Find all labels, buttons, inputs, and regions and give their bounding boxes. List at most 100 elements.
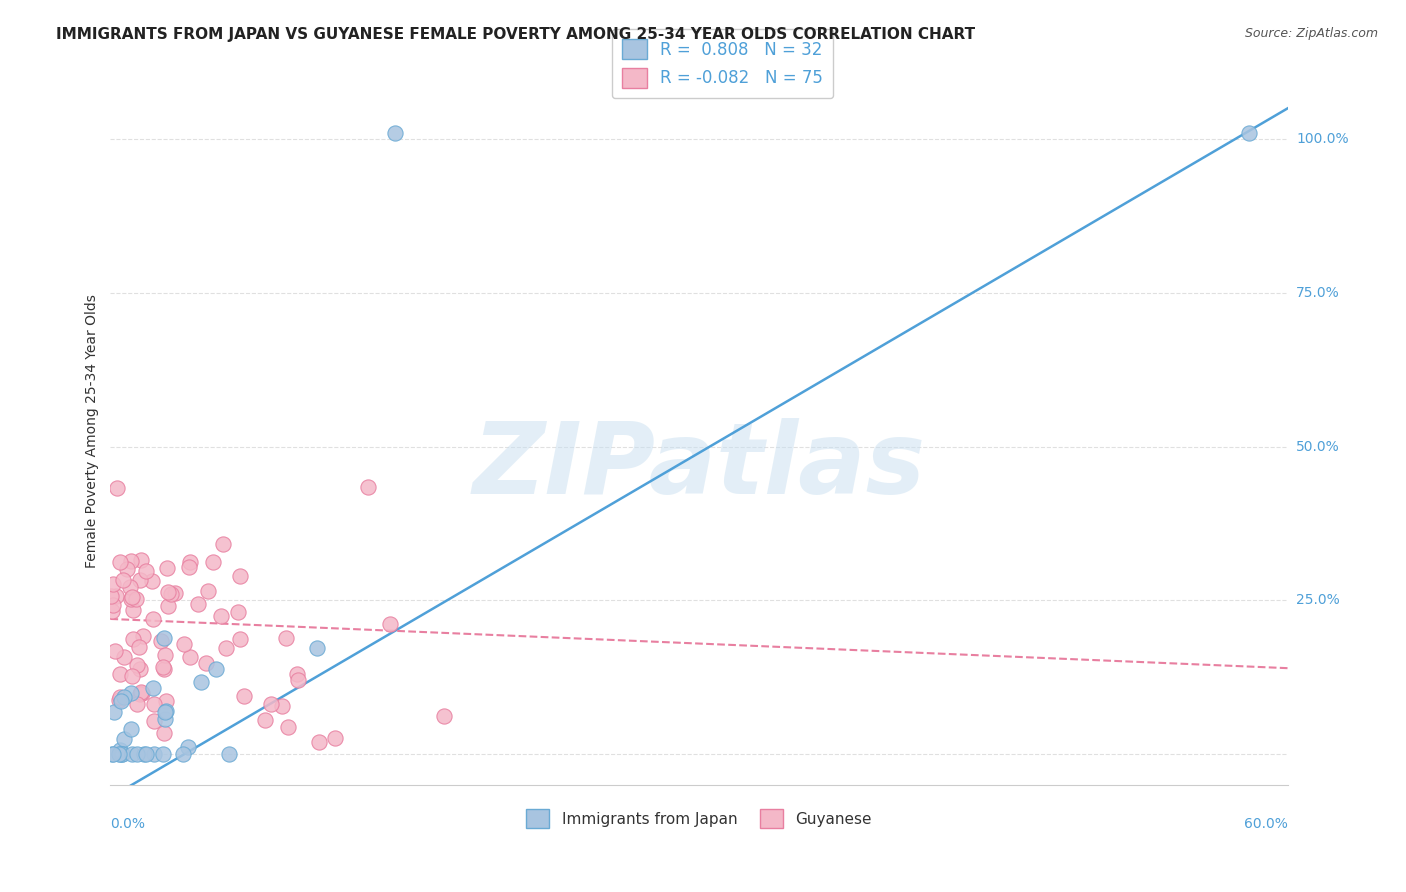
Point [287, 673, 309, 688]
Point [108, 693, 131, 707]
Text: 25.0%: 25.0% [1296, 593, 1340, 607]
Point [285, 667, 308, 681]
Point [165, 586, 187, 600]
Point [153, 725, 176, 739]
Point [153, 631, 176, 645]
Text: IMMIGRANTS FROM JAPAN VS GUYANESE FEMALE POVERTY AMONG 25-34 YEAR OLDS CORRELATI: IMMIGRANTS FROM JAPAN VS GUYANESE FEMALE… [56, 27, 976, 42]
Text: 100.0%: 100.0% [1296, 132, 1348, 146]
Point [156, 585, 179, 599]
Point [179, 555, 201, 569]
Point [112, 690, 135, 705]
Point [187, 597, 209, 611]
Point [111, 747, 134, 762]
Point [120, 580, 142, 594]
Point [121, 669, 143, 683]
Point [226, 605, 249, 619]
Point [384, 126, 406, 140]
Point [129, 574, 152, 588]
Point [135, 747, 157, 762]
Point [121, 590, 143, 604]
Point [129, 685, 152, 699]
Point [179, 650, 201, 665]
Point [115, 562, 138, 576]
Point [128, 687, 150, 701]
Point [110, 694, 132, 708]
Point [202, 555, 225, 569]
Point [197, 584, 219, 599]
Point [270, 698, 292, 713]
Point [110, 743, 132, 757]
Point [108, 747, 131, 762]
Point [173, 637, 195, 651]
Point [131, 686, 153, 700]
Point [103, 576, 125, 591]
Point [132, 629, 155, 643]
Point [142, 612, 165, 626]
Point [380, 616, 402, 631]
Point [211, 537, 233, 551]
Point [157, 599, 180, 614]
Point [129, 662, 152, 676]
Point [153, 662, 176, 676]
Point [127, 657, 149, 672]
Point [277, 720, 299, 734]
Text: 75.0%: 75.0% [1296, 285, 1340, 300]
Point [120, 553, 142, 567]
Point [254, 714, 277, 728]
Point [128, 640, 150, 654]
Point [112, 649, 135, 664]
Text: Source: ZipAtlas.com: Source: ZipAtlas.com [1244, 27, 1378, 40]
Point [135, 564, 157, 578]
Point [155, 705, 177, 719]
Point [155, 704, 177, 718]
Point [357, 480, 380, 494]
Point [111, 573, 134, 587]
Point [149, 634, 172, 648]
Text: 60.0%: 60.0% [1244, 817, 1288, 831]
Point [108, 556, 131, 570]
Point [228, 632, 250, 646]
Point [104, 589, 127, 603]
Point [209, 609, 232, 624]
Point [177, 740, 200, 755]
Text: 50.0%: 50.0% [1296, 440, 1340, 454]
Point [105, 481, 128, 495]
Point [160, 587, 183, 601]
Point [120, 592, 142, 607]
Point [233, 689, 256, 703]
Point [432, 709, 454, 723]
Point [103, 747, 125, 762]
Point [153, 712, 176, 726]
Point [111, 747, 134, 762]
Point [155, 561, 177, 575]
Y-axis label: Female Poverty Among 25-34 Year Olds: Female Poverty Among 25-34 Year Olds [86, 294, 100, 568]
Point [103, 644, 125, 658]
Point [1237, 126, 1260, 140]
Point [179, 560, 201, 574]
Point [100, 589, 122, 603]
Point [120, 686, 142, 700]
Point [172, 747, 194, 762]
Point [260, 698, 283, 712]
Point [100, 747, 122, 762]
Point [305, 640, 328, 655]
Point [103, 705, 125, 719]
Point [152, 747, 174, 762]
Point [323, 731, 346, 746]
Point [114, 732, 136, 747]
Point [143, 747, 166, 762]
Point [110, 747, 132, 762]
Legend: Immigrants from Japan, Guyanese: Immigrants from Japan, Guyanese [520, 803, 877, 834]
Point [152, 660, 174, 674]
Point [110, 690, 132, 705]
Point [194, 656, 217, 670]
Point [155, 648, 177, 662]
Point [101, 604, 124, 618]
Point [125, 592, 148, 607]
Point [142, 681, 165, 696]
Point [143, 698, 166, 712]
Point [110, 667, 132, 681]
Point [204, 661, 226, 675]
Point [121, 747, 143, 762]
Point [143, 714, 166, 728]
